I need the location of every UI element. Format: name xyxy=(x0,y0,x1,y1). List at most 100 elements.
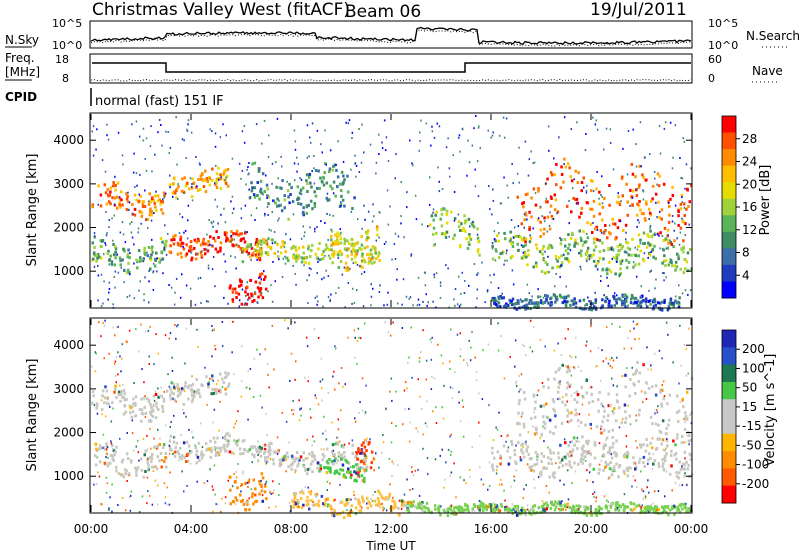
data-cell xyxy=(559,443,562,447)
data-cell xyxy=(524,237,528,241)
noise-cell xyxy=(230,240,232,243)
data-cell xyxy=(204,242,207,246)
data-cell xyxy=(551,503,554,507)
data-cell xyxy=(564,302,568,306)
data-cell xyxy=(243,240,247,244)
data-cell xyxy=(366,229,370,233)
noise-cell xyxy=(611,322,613,325)
noise-cell xyxy=(186,130,189,132)
noise-cell xyxy=(499,305,502,308)
noise-cell xyxy=(437,166,439,169)
data-cell xyxy=(584,307,588,311)
data-cell xyxy=(660,308,664,312)
noise-cell xyxy=(235,420,238,423)
noise-cell xyxy=(191,430,193,433)
data-cell xyxy=(509,456,512,460)
data-cell xyxy=(340,444,344,448)
noise-cell xyxy=(268,386,270,389)
data-cell xyxy=(560,165,563,169)
noise-cell xyxy=(579,265,582,268)
noise-cell xyxy=(412,164,414,167)
noise-cell xyxy=(206,233,208,236)
data-cell xyxy=(574,241,577,245)
data-cell xyxy=(231,290,235,294)
data-cell xyxy=(377,252,381,256)
data-cell xyxy=(642,176,645,180)
data-cell xyxy=(161,406,165,410)
data-cell xyxy=(618,248,621,252)
noise-cell xyxy=(394,177,396,180)
data-cell xyxy=(166,389,169,393)
noise-cell xyxy=(488,461,491,464)
data-cell xyxy=(687,439,691,443)
noise-cell xyxy=(520,415,523,418)
data-cell xyxy=(592,253,595,257)
data-cell xyxy=(572,196,575,200)
noise-cell xyxy=(350,466,352,469)
noise-cell xyxy=(243,141,246,144)
data-cell xyxy=(519,235,522,239)
data-cell xyxy=(595,225,599,229)
noise-cell xyxy=(147,329,150,332)
data-cell xyxy=(608,231,611,235)
data-cell xyxy=(526,445,530,449)
data-cell xyxy=(219,249,222,253)
data-cell xyxy=(109,202,112,206)
x-axis-title: Time UT xyxy=(365,539,416,553)
data-cell xyxy=(643,391,647,395)
data-cell xyxy=(264,456,267,460)
noise-cell xyxy=(631,485,633,488)
data-cell xyxy=(593,443,597,447)
noise-cell xyxy=(168,152,170,155)
data-cell xyxy=(603,428,606,432)
noise-cell xyxy=(247,253,249,256)
noise-cell xyxy=(681,292,684,295)
noise-cell xyxy=(408,356,410,359)
noise-cell xyxy=(94,235,96,238)
data-cell xyxy=(360,248,363,251)
noise-cell xyxy=(255,207,258,210)
data-cell xyxy=(350,504,354,508)
noise-cell xyxy=(269,491,271,494)
noise-cell xyxy=(476,508,479,511)
data-cell xyxy=(686,418,689,421)
noise-cell xyxy=(307,486,309,489)
data-cell xyxy=(633,296,636,300)
noise-cell xyxy=(442,362,444,365)
noise-cell xyxy=(602,405,604,408)
data-cell xyxy=(615,200,619,204)
noise-cell xyxy=(147,490,149,493)
noise-cell xyxy=(276,452,279,455)
noise-cell xyxy=(126,432,128,434)
noise-cell xyxy=(583,186,585,189)
noise-cell xyxy=(353,329,356,332)
data-cell xyxy=(366,232,369,236)
noise-cell xyxy=(329,213,331,216)
data-cell xyxy=(211,374,214,378)
noise-cell xyxy=(231,195,234,198)
noise-cell xyxy=(307,302,309,304)
data-cell xyxy=(333,510,336,514)
noise-cell xyxy=(120,370,122,373)
data-cell xyxy=(608,446,612,450)
data-cell xyxy=(199,174,203,178)
data-cell xyxy=(150,253,153,257)
data-cell xyxy=(109,461,112,465)
data-cell xyxy=(679,207,683,211)
noise-cell xyxy=(108,509,110,511)
noise-cell xyxy=(475,306,477,309)
noise-cell xyxy=(354,417,356,420)
noise-cell xyxy=(264,348,266,351)
data-cell xyxy=(486,505,489,509)
noise-cell xyxy=(429,176,431,179)
data-cell xyxy=(634,371,637,375)
data-cell xyxy=(323,454,326,458)
data-cell xyxy=(354,255,357,259)
noise-cell xyxy=(274,505,277,508)
noise-cell xyxy=(316,226,318,228)
data-cell xyxy=(655,506,658,509)
noise-cell xyxy=(169,146,172,149)
data-cell xyxy=(583,509,587,513)
data-cell xyxy=(309,492,313,496)
data-cell xyxy=(328,504,332,508)
